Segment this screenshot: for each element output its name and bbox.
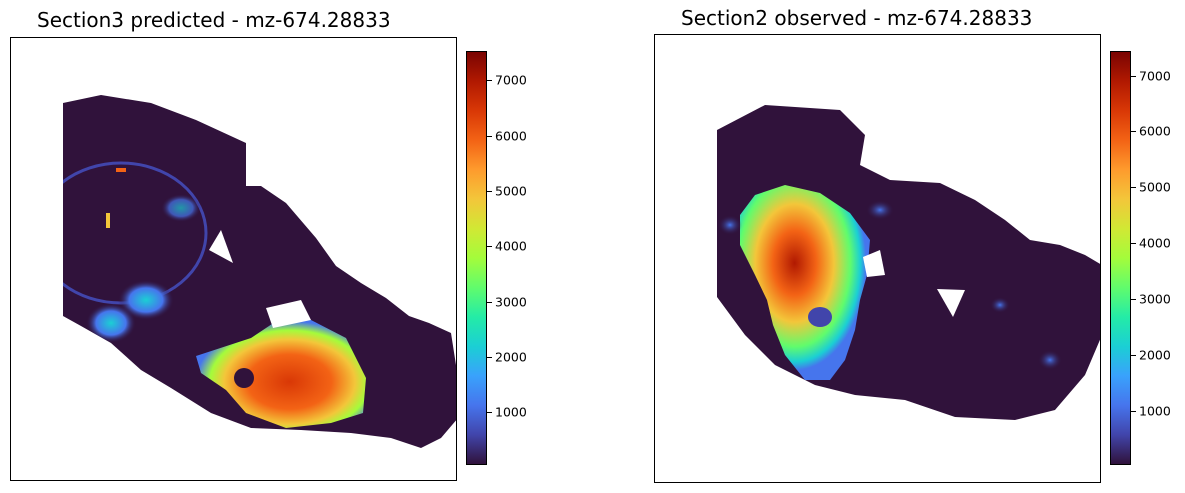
right-tick-label: 1000 bbox=[1139, 403, 1171, 419]
left-tick-label: 5000 bbox=[495, 183, 527, 199]
right-panel: Section2 observed - mz-674.28833 bbox=[600, 0, 1185, 493]
right-tick-label: 3000 bbox=[1139, 291, 1171, 307]
left-tick-label: 3000 bbox=[495, 294, 527, 310]
left-chart-title: Section3 predicted - mz-674.28833 bbox=[37, 8, 391, 32]
right-tick-mark bbox=[1131, 187, 1136, 188]
right-heatmap-image bbox=[717, 105, 1100, 420]
right-tick-label: 2000 bbox=[1139, 347, 1171, 363]
left-tick-mark bbox=[487, 412, 492, 413]
right-tick-mark bbox=[1131, 243, 1136, 244]
right-tick-label: 5000 bbox=[1139, 179, 1171, 195]
right-chart-title: Section2 observed - mz-674.28833 bbox=[681, 6, 1033, 30]
right-tick-label: 4000 bbox=[1139, 235, 1171, 251]
right-tick-mark bbox=[1131, 76, 1136, 77]
left-tick-label: 4000 bbox=[495, 238, 527, 254]
left-tick-label: 2000 bbox=[495, 349, 527, 365]
left-tick-label: 1000 bbox=[495, 404, 527, 420]
right-tick-mark bbox=[1131, 131, 1136, 132]
left-tick-mark bbox=[487, 80, 492, 81]
right-tick-label: 7000 bbox=[1139, 68, 1171, 84]
left-tick-label: 7000 bbox=[495, 72, 527, 88]
left-heatmap-plot bbox=[10, 37, 457, 481]
left-tick-mark bbox=[487, 246, 492, 247]
left-panel: Section3 predicted - mz-674.28833 bbox=[10, 8, 527, 481]
right-heatmap-plot bbox=[654, 34, 1101, 483]
left-tick-mark bbox=[487, 357, 492, 358]
right-tick-mark bbox=[1131, 411, 1136, 412]
right-tick-label: 6000 bbox=[1139, 123, 1171, 139]
right-colorbar bbox=[1110, 51, 1131, 465]
right-tick-mark bbox=[1131, 355, 1136, 356]
left-tick-label: 6000 bbox=[495, 128, 527, 144]
right-tick-mark bbox=[1131, 299, 1136, 300]
left-heatmap-image bbox=[63, 95, 456, 448]
left-tick-mark bbox=[487, 191, 492, 192]
left-tick-mark bbox=[487, 302, 492, 303]
left-colorbar bbox=[466, 51, 487, 465]
left-tick-mark bbox=[487, 136, 492, 137]
